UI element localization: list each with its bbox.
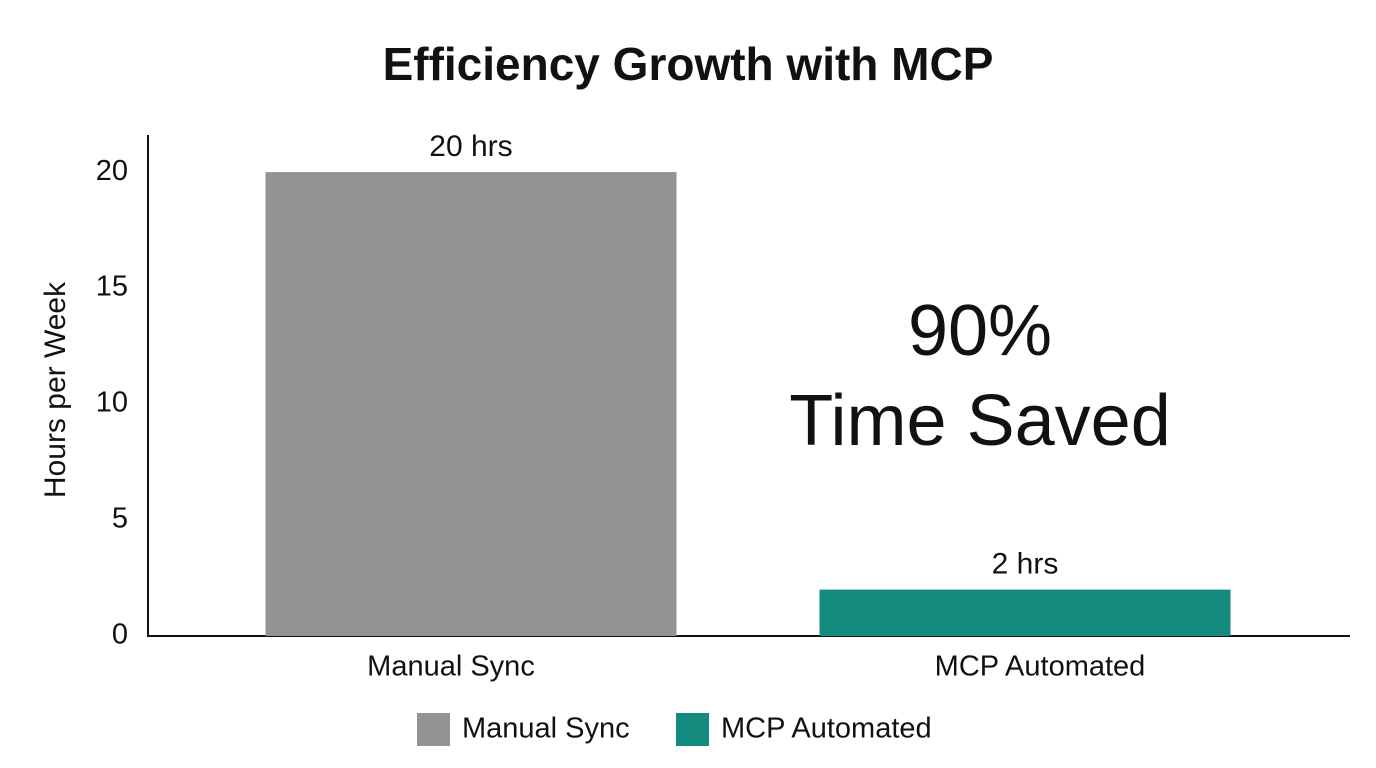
value-label: 2 hrs: [992, 548, 1059, 581]
bar: [819, 589, 1231, 636]
legend-label: Manual Sync: [462, 713, 630, 745]
y-tick-label: 15: [96, 271, 128, 303]
legend-swatch: [676, 713, 709, 746]
y-tick-label: 0: [112, 619, 128, 651]
x-tick-label: MCP Automated: [935, 651, 1146, 683]
y-axis-label: Hours per Week: [39, 281, 72, 498]
y-tick-label: 10: [96, 387, 128, 419]
legend-swatch: [417, 713, 450, 746]
x-tick-label: Manual Sync: [367, 651, 535, 683]
y-tick-label: 20: [96, 155, 128, 187]
annotation: Time Saved: [789, 381, 1170, 461]
chart-title: Efficiency Growth with MCP: [383, 38, 994, 90]
annotation: 90%: [908, 291, 1052, 371]
legend-label: MCP Automated: [721, 713, 932, 745]
y-tick-label: 5: [112, 503, 128, 535]
value-label: 20 hrs: [429, 130, 512, 163]
bar: [265, 172, 677, 636]
